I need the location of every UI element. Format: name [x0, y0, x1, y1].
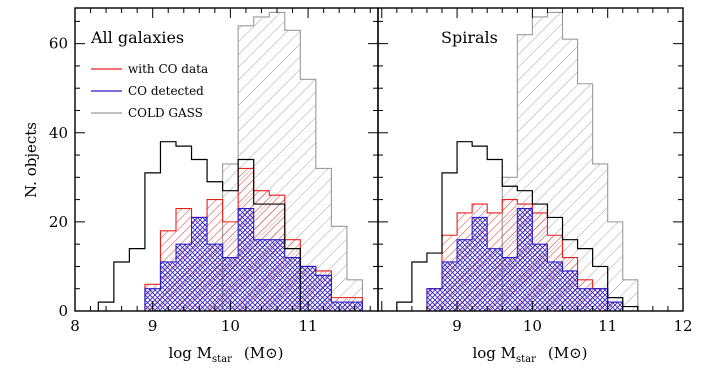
x-axis-title-left-main: log M [168, 344, 212, 362]
bar-co-detected-0-6 [191, 217, 208, 311]
x-axis-title-left-unit: (M⊙) [244, 344, 284, 362]
panel-title-left: All galaxies [90, 28, 184, 47]
legend-label-co-detected: CO detected [128, 84, 204, 98]
bar-cold-gass-1-13 [592, 163, 608, 311]
x-axis-title-left-sub: star [212, 354, 232, 365]
bar-co-detected-0-4 [160, 261, 176, 311]
bar-co-detected-1-11 [562, 270, 578, 311]
y-tick-label-0-2: 40 [49, 124, 68, 142]
x-tick-label-1-0: 9 [452, 317, 462, 335]
outline-black-1 [396, 141, 639, 311]
outline-cold-gass-1 [501, 11, 639, 311]
y-axis-title: N. objects [22, 122, 40, 198]
x-tick-label-1-3: 12 [673, 317, 692, 335]
bar-co-detected-0-11 [269, 239, 285, 311]
plot-area-left [97, 11, 364, 312]
bar-cold-gass-1-15 [622, 279, 638, 311]
bar-co-detected-0-13 [300, 266, 316, 311]
bar-co-detected-1-10 [547, 261, 563, 311]
bar-co-detected-1-12 [577, 288, 593, 311]
bar-cold-gass-0-13 [300, 79, 316, 311]
panel-title-right: Spirals [441, 28, 498, 47]
frame-right [377, 7, 684, 312]
outline-with-co-data-1 [426, 199, 624, 311]
legend: with CO data CO detected COLD GASS [91, 62, 208, 120]
panel-right: 9 10 11 12 Spirals [377, 7, 693, 335]
bar-cold-gass-1-14 [607, 221, 623, 311]
x-tick-label-0-0: 8 [70, 317, 80, 335]
outline-cold-gass-0 [222, 11, 364, 311]
bar-cold-gass-1-11 [562, 39, 578, 312]
x-tick-label-0-1: 9 [148, 317, 158, 335]
x-axis-title-left: log Mstar (M⊙) [168, 344, 283, 365]
outline-black-0 [97, 141, 301, 311]
x-axis-title-right-unit: (M⊙) [548, 344, 588, 362]
bar-co-detected-0-9 [238, 208, 254, 311]
ticks-left: 8 9 10 11 0 20 40 60 [49, 8, 378, 335]
x-axis-title-right: log Mstar (M⊙) [472, 344, 587, 365]
bar-co-detected-1-2 [426, 288, 443, 311]
x-tick-label-0-2: 10 [221, 317, 240, 335]
bar-co-detected-0-7 [207, 244, 223, 311]
bar-co-detected-1-7 [502, 257, 518, 311]
legend-label-cold-gass: COLD GASS [128, 106, 203, 120]
outline-co-detected-1 [426, 207, 624, 311]
ticks-right: 9 10 11 12 [378, 8, 693, 335]
bar-co-detected-1-8 [517, 208, 533, 311]
bar-co-detected-0-10 [253, 239, 270, 311]
panel-left: 8 9 10 11 0 20 40 60 All galaxies with CO data … [49, 7, 379, 335]
plot-area-right [396, 11, 639, 312]
bar-co-detected-1-4 [457, 239, 473, 311]
x-tick-label-1-2: 11 [598, 317, 617, 335]
bar-co-detected-1-6 [487, 248, 503, 311]
bar-co-detected-0-8 [222, 257, 239, 311]
x-axis-title-right-sub: star [516, 354, 536, 365]
y-tick-label-0-3: 60 [49, 35, 68, 53]
bar-co-detected-0-12 [284, 257, 301, 311]
bar-co-detected-1-5 [472, 217, 488, 311]
x-tick-label-0-3: 11 [299, 317, 318, 335]
bar-cold-gass-1-12 [577, 83, 593, 311]
bar-co-detected-1-9 [532, 244, 548, 311]
outline-co-detected-0 [144, 207, 364, 311]
bar-co-detected-1-14 [607, 302, 623, 311]
x-axis-title-right-main: log M [472, 344, 516, 362]
y-tick-label-0-1: 20 [49, 213, 68, 231]
x-tick-label-1-1: 10 [523, 317, 542, 335]
bar-co-detected-0-5 [176, 244, 192, 311]
bar-co-detected-0-3 [144, 288, 161, 311]
y-tick-label-0-0: 0 [58, 302, 68, 320]
bar-co-detected-1-13 [592, 288, 608, 311]
bar-cold-gass-0-15 [331, 226, 347, 311]
legend-label-with-co: with CO data [128, 62, 208, 76]
bar-co-detected-0-14 [315, 275, 332, 311]
bar-co-detected-1-3 [442, 261, 458, 311]
